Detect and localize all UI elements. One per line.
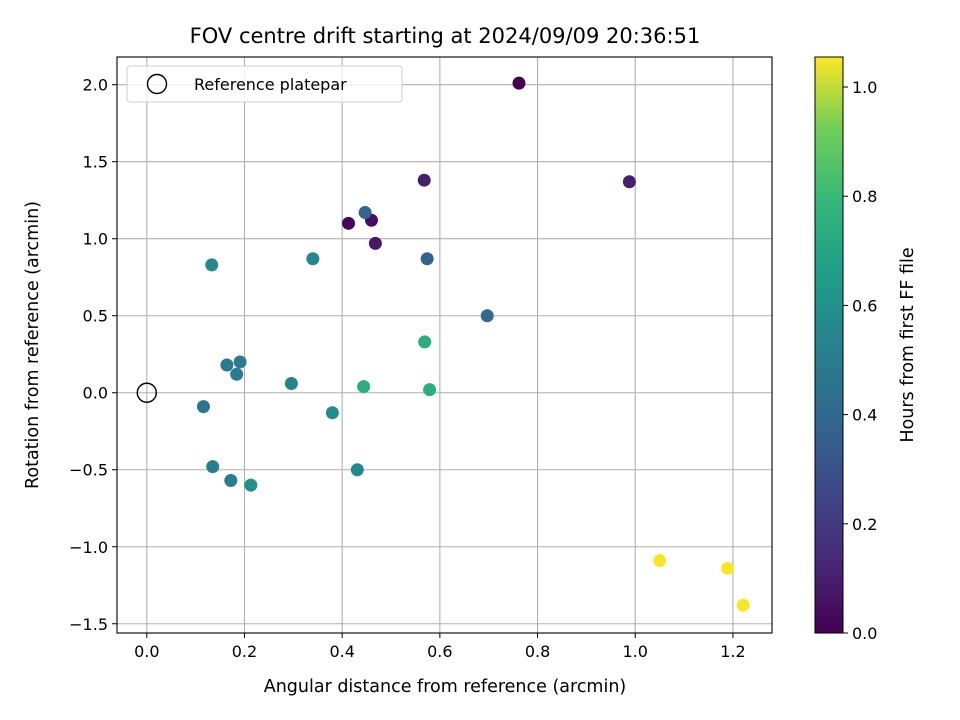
data-points [136,76,750,612]
x-tick-label: 0.2 [232,642,257,661]
x-tick-label: 0.6 [427,642,452,661]
data-point [368,236,382,250]
colorbar-tick-label: 0.6 [852,296,877,315]
y-tick-label: 0.5 [83,307,108,326]
colorbar-tick-label: 1.0 [852,78,877,97]
legend-marker-hollow-circle [146,73,168,95]
data-point [306,252,320,266]
y-tick-label: 1.0 [83,230,108,249]
y-tick-label: −1.5 [69,615,108,634]
data-point [206,460,220,474]
colorbar-tick-label: 0.2 [852,515,877,534]
data-point [325,406,339,420]
data-point [350,463,364,477]
data-point [358,206,372,220]
data-point [418,335,432,349]
legend-label: Reference platepar [194,75,347,94]
colorbar-tick-label: 0.4 [852,406,877,425]
y-tick-label: −1.0 [69,538,108,557]
x-tick-label: 1.2 [720,642,745,661]
colorbar-tick-label: 0.8 [852,187,877,206]
x-axis: 0.0 0.2 0.4 0.6 0.8 1.0 1.2 [134,633,746,661]
grid [117,57,772,633]
data-point [653,554,667,568]
data-point [420,252,434,266]
data-point [736,598,750,612]
y-axis: −1.5 −1.0 −0.5 0.0 0.5 1.0 1.5 2.0 [69,76,117,634]
data-point [233,355,247,369]
colorbar-label: Hours from first FF file [898,247,918,442]
y-tick-label: 1.5 [83,153,108,172]
data-point [423,383,437,397]
y-tick-label: 2.0 [83,76,108,95]
data-point [342,216,356,230]
data-point [220,358,234,372]
y-tick-label: 0.0 [83,384,108,403]
x-tick-label: 0.0 [134,642,159,661]
x-tick-label: 1.0 [623,642,648,661]
chart-title: FOV centre drift starting at 2024/09/09 … [190,24,701,48]
legend: Reference platepar [126,65,403,103]
data-point [205,258,219,272]
data-point [480,309,494,323]
data-point [622,175,636,189]
data-point [230,367,244,381]
data-point [357,380,371,394]
colorbar-ticks: 0.0 0.2 0.4 0.6 0.8 1.0 [843,78,877,643]
data-point [721,561,735,575]
data-point [512,76,526,90]
y-axis-label: Rotation from reference (arcmin) [23,201,43,489]
data-point [284,377,298,391]
colorbar-gradient [814,56,844,634]
reference-platepar-marker [136,382,157,403]
data-point [224,474,238,488]
legend-box [126,65,403,103]
x-tick-label: 0.8 [525,642,550,661]
x-tick-label: 0.4 [329,642,354,661]
data-point [244,478,258,492]
data-point [417,173,431,187]
x-axis-label: Angular distance from reference (arcmin) [264,677,627,697]
colorbar-tick-label: 0.0 [852,624,877,643]
colorbar: 0.0 0.2 0.4 0.6 0.8 1.0 Hours from first FF f… [814,56,918,643]
plot-frame [116,56,773,634]
data-point [196,400,210,414]
y-tick-label: −0.5 [69,461,108,480]
